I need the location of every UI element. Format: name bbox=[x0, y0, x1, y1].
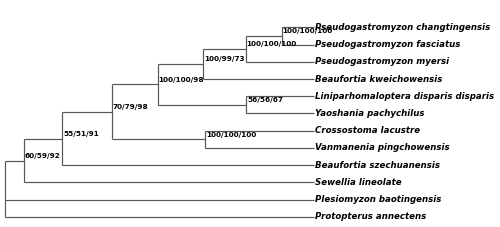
Text: Beaufortia szechuanensis: Beaufortia szechuanensis bbox=[316, 161, 440, 170]
Text: 100/99/73: 100/99/73 bbox=[204, 56, 244, 62]
Text: Plesiomyzon baotingensis: Plesiomyzon baotingensis bbox=[316, 195, 442, 204]
Text: Beaufortia kweichowensis: Beaufortia kweichowensis bbox=[316, 74, 442, 84]
Text: 100/100/100: 100/100/100 bbox=[246, 41, 297, 47]
Text: Crossostoma lacustre: Crossostoma lacustre bbox=[316, 126, 420, 135]
Text: Vanmanenia pingchowensis: Vanmanenia pingchowensis bbox=[316, 143, 450, 153]
Text: Sewellia lineolate: Sewellia lineolate bbox=[316, 178, 402, 187]
Text: 60/59/92: 60/59/92 bbox=[24, 153, 60, 159]
Text: 70/79/98: 70/79/98 bbox=[112, 104, 148, 110]
Text: Pseudogastromyzon fasciatus: Pseudogastromyzon fasciatus bbox=[316, 40, 460, 49]
Text: Protopterus annectens: Protopterus annectens bbox=[316, 212, 426, 222]
Text: Pseudogastromyzon myersi: Pseudogastromyzon myersi bbox=[316, 57, 450, 66]
Text: 55/51/91: 55/51/91 bbox=[63, 131, 99, 137]
Text: 100/100/100: 100/100/100 bbox=[282, 28, 333, 34]
Text: 100/100/100: 100/100/100 bbox=[206, 132, 256, 138]
Text: 56/56/67: 56/56/67 bbox=[247, 97, 283, 103]
Text: Yaoshania pachychilus: Yaoshania pachychilus bbox=[316, 109, 425, 118]
Text: Pseudogastromyzon changtingensis: Pseudogastromyzon changtingensis bbox=[316, 23, 490, 32]
Text: 100/100/98: 100/100/98 bbox=[158, 77, 204, 83]
Text: Liniparhomaloptera disparis disparis: Liniparhomaloptera disparis disparis bbox=[316, 92, 494, 101]
